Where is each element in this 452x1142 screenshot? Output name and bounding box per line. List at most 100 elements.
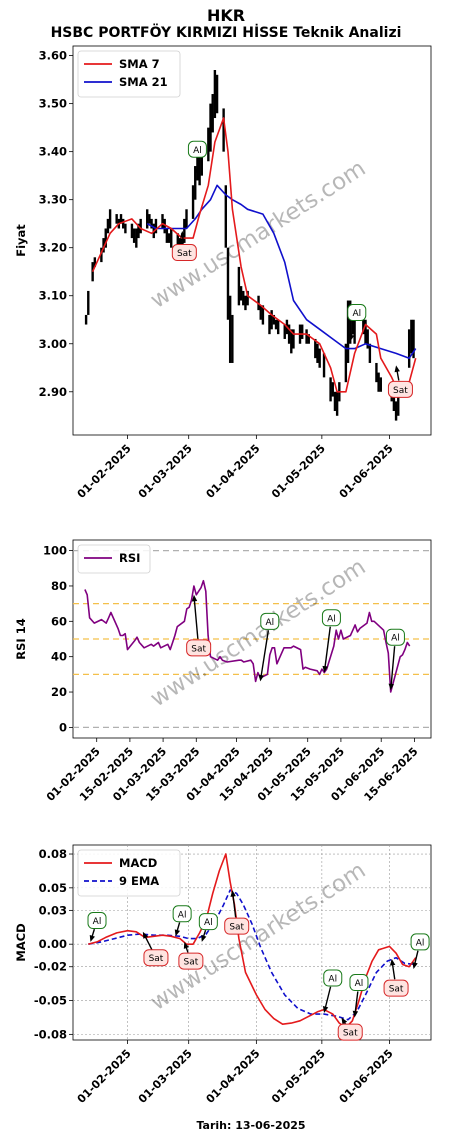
signal-arrowhead xyxy=(389,958,396,966)
price-bar xyxy=(242,290,245,306)
price-bar xyxy=(392,391,396,411)
signal-label-box xyxy=(198,913,218,931)
price-bar xyxy=(237,266,241,306)
y-tick-label: 20 xyxy=(51,685,67,699)
price-bar xyxy=(167,233,171,243)
price-bar xyxy=(183,218,186,243)
legend-label: MACD xyxy=(119,856,157,870)
x-tick-label: 01-06-2025 xyxy=(337,442,396,501)
buy-signal: Al xyxy=(349,974,369,1018)
y-tick-label: 3.50 xyxy=(39,97,67,111)
price-bar xyxy=(412,319,415,359)
buy-signal: Al xyxy=(172,905,192,937)
sma21-line xyxy=(146,184,417,360)
price-bar xyxy=(87,290,90,315)
signal-arrow xyxy=(390,646,396,689)
x-tick-label: 01-02-2025 xyxy=(75,1047,134,1106)
price-bar xyxy=(272,314,276,325)
rsi-line xyxy=(84,579,411,693)
signal-label: Sat xyxy=(389,985,404,995)
signal-label: Al xyxy=(355,979,364,989)
price-bar xyxy=(287,324,291,344)
buy-signal: Al xyxy=(321,609,341,673)
signal-arrowhead xyxy=(258,674,264,682)
price-bar xyxy=(198,151,201,186)
signal-label: Sat xyxy=(343,1029,358,1039)
price-bar xyxy=(318,348,321,368)
signal-label: Al xyxy=(204,918,213,928)
signal-arrow xyxy=(323,626,331,671)
price-bar xyxy=(163,218,166,234)
price-bar xyxy=(333,391,337,411)
price-bar xyxy=(115,214,118,224)
signal-label: Al xyxy=(327,614,336,624)
price-bar xyxy=(270,310,273,330)
signal-arrowhead xyxy=(341,1017,348,1025)
signal-arrowhead xyxy=(412,962,418,969)
price-bar xyxy=(329,377,332,402)
y-tick-label: 3.30 xyxy=(39,193,67,207)
signal-label: Al xyxy=(352,309,361,319)
legend-label: SMA 7 xyxy=(119,57,160,71)
price-bar xyxy=(135,228,138,248)
price-bar xyxy=(213,70,217,119)
y-tick-label: 3.00 xyxy=(39,337,67,351)
sell-signal: Sat xyxy=(178,941,204,970)
signal-label: Al xyxy=(93,917,102,927)
signal-arrowhead xyxy=(194,169,201,176)
y-tick-label: 0.03 xyxy=(39,903,67,917)
y-tick-label: 0.00 xyxy=(39,937,67,951)
price-bar xyxy=(231,314,234,363)
price-bar xyxy=(362,314,365,335)
signal-label-box xyxy=(224,917,250,935)
price-bar xyxy=(122,218,125,229)
signal-label: Sat xyxy=(183,958,198,968)
x-tick-label: 01-04-2025 xyxy=(204,442,263,501)
price-bar xyxy=(176,233,179,253)
price-bar xyxy=(307,334,310,344)
y-tick-label: 2.90 xyxy=(39,385,67,399)
price-bar xyxy=(191,185,195,219)
price-bar xyxy=(259,305,262,320)
price-bar xyxy=(224,185,228,248)
chart-title: HKR xyxy=(206,6,246,25)
price-bar xyxy=(377,372,380,392)
price-bar xyxy=(154,218,158,234)
signal-arrow xyxy=(193,596,199,639)
x-tick-label: 01-06-2025 xyxy=(337,1047,396,1106)
x-tick-label: 01-05-2025 xyxy=(269,1047,328,1106)
price-bar xyxy=(364,319,367,344)
price-bar xyxy=(108,209,112,229)
y-tick-label: 3.10 xyxy=(39,289,67,303)
price-bar xyxy=(146,209,149,229)
signal-label: Sat xyxy=(393,386,408,396)
signal-label-box xyxy=(187,140,207,158)
buy-signal: Al xyxy=(410,933,430,969)
price-bar xyxy=(368,343,372,363)
price-bar xyxy=(165,228,169,243)
price-bar xyxy=(379,377,382,392)
signal-arrowhead xyxy=(388,683,394,691)
signal-label: Al xyxy=(391,634,400,644)
x-tick-label: 01-04-2025 xyxy=(204,1047,263,1106)
price-bar xyxy=(132,228,136,243)
price-bar xyxy=(246,290,249,306)
sma7-line xyxy=(91,117,417,393)
price-bar xyxy=(137,223,140,239)
signal-label: Al xyxy=(416,938,425,948)
y-tick-label: -0.02 xyxy=(34,960,67,974)
buy-signal: Al xyxy=(187,140,207,176)
price-bar xyxy=(194,166,197,200)
price-bar xyxy=(397,396,400,416)
price-bar xyxy=(239,286,243,301)
price-bar xyxy=(290,329,293,354)
signal-arrowhead xyxy=(142,931,149,939)
price-bar xyxy=(407,329,411,368)
signal-arrowhead xyxy=(183,941,189,949)
sell-signal: Sat xyxy=(387,365,413,398)
signal-label-box xyxy=(383,979,409,997)
price-bar xyxy=(209,103,212,152)
price-bar xyxy=(283,324,286,339)
legend-label: 9 EMA xyxy=(119,874,159,888)
